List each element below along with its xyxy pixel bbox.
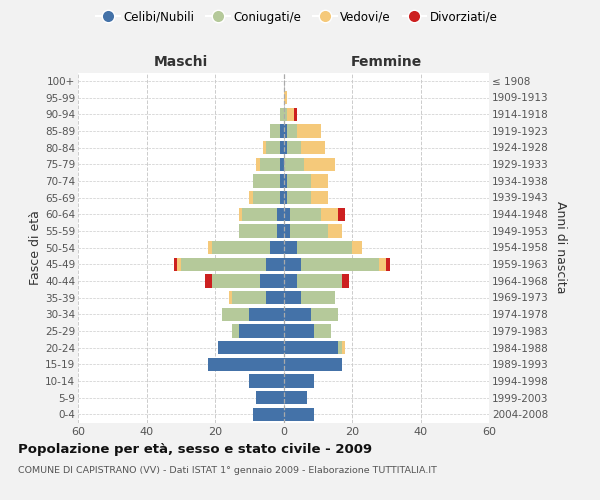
- Bar: [280, 191, 284, 204]
- Bar: [301, 291, 335, 304]
- Bar: [284, 291, 301, 304]
- Bar: [260, 158, 280, 171]
- Bar: [284, 141, 287, 154]
- Bar: [304, 158, 335, 171]
- Bar: [284, 174, 287, 188]
- Bar: [249, 191, 253, 204]
- Bar: [256, 391, 284, 404]
- Bar: [178, 258, 181, 271]
- Bar: [314, 324, 331, 338]
- Bar: [253, 174, 280, 188]
- Bar: [287, 191, 311, 204]
- Bar: [284, 308, 311, 321]
- Bar: [311, 191, 328, 204]
- Bar: [280, 124, 284, 138]
- Bar: [301, 258, 379, 271]
- Bar: [232, 291, 266, 304]
- Bar: [266, 258, 284, 271]
- Bar: [290, 208, 321, 221]
- Bar: [284, 274, 297, 287]
- Bar: [284, 91, 287, 104]
- Bar: [174, 258, 178, 271]
- Bar: [284, 391, 307, 404]
- Y-axis label: Anni di nascita: Anni di nascita: [554, 201, 567, 294]
- Bar: [284, 208, 290, 221]
- Text: COMUNE DI CAPISTRANO (VV) - Dati ISTAT 1° gennaio 2009 - Elaborazione TUTTITALIA: COMUNE DI CAPISTRANO (VV) - Dati ISTAT 1…: [18, 466, 437, 475]
- Bar: [266, 141, 280, 154]
- Bar: [284, 324, 314, 338]
- Bar: [280, 174, 284, 188]
- Bar: [297, 124, 321, 138]
- Bar: [386, 258, 389, 271]
- Bar: [284, 158, 304, 171]
- Bar: [239, 224, 277, 237]
- Bar: [311, 308, 338, 321]
- Y-axis label: Fasce di età: Fasce di età: [29, 210, 42, 285]
- Text: Femmine: Femmine: [350, 55, 422, 69]
- Bar: [212, 274, 260, 287]
- Bar: [301, 141, 325, 154]
- Bar: [249, 374, 284, 388]
- Bar: [218, 341, 284, 354]
- Text: Popolazione per età, sesso e stato civile - 2009: Popolazione per età, sesso e stato civil…: [18, 442, 372, 456]
- Legend: Celibi/Nubili, Coniugati/e, Vedovi/e, Divorziati/e: Celibi/Nubili, Coniugati/e, Vedovi/e, Di…: [92, 6, 502, 28]
- Bar: [284, 241, 297, 254]
- Bar: [277, 224, 284, 237]
- Bar: [352, 241, 362, 254]
- Text: Maschi: Maschi: [154, 55, 208, 69]
- Bar: [280, 141, 284, 154]
- Bar: [263, 141, 266, 154]
- Bar: [297, 241, 352, 254]
- Bar: [338, 341, 342, 354]
- Bar: [280, 158, 284, 171]
- Bar: [208, 358, 284, 371]
- Bar: [280, 108, 284, 121]
- Bar: [284, 408, 314, 421]
- Bar: [222, 308, 249, 321]
- Bar: [249, 308, 284, 321]
- Bar: [294, 108, 297, 121]
- Bar: [239, 324, 284, 338]
- Bar: [287, 124, 297, 138]
- Bar: [284, 124, 287, 138]
- Bar: [266, 291, 284, 304]
- Bar: [239, 208, 242, 221]
- Bar: [212, 241, 270, 254]
- Bar: [287, 174, 311, 188]
- Bar: [181, 258, 266, 271]
- Bar: [270, 241, 284, 254]
- Bar: [284, 341, 338, 354]
- Bar: [284, 358, 342, 371]
- Bar: [342, 341, 345, 354]
- Bar: [232, 324, 239, 338]
- Bar: [256, 158, 260, 171]
- Bar: [290, 224, 328, 237]
- Bar: [284, 224, 290, 237]
- Bar: [284, 108, 287, 121]
- Bar: [260, 274, 284, 287]
- Bar: [253, 408, 284, 421]
- Bar: [321, 208, 338, 221]
- Bar: [379, 258, 386, 271]
- Bar: [242, 208, 277, 221]
- Bar: [208, 241, 212, 254]
- Bar: [287, 108, 294, 121]
- Bar: [297, 274, 342, 287]
- Bar: [338, 208, 345, 221]
- Bar: [270, 124, 280, 138]
- Bar: [253, 191, 280, 204]
- Bar: [284, 191, 287, 204]
- Bar: [287, 141, 301, 154]
- Bar: [229, 291, 232, 304]
- Bar: [205, 274, 212, 287]
- Bar: [328, 224, 342, 237]
- Bar: [284, 258, 301, 271]
- Bar: [311, 174, 328, 188]
- Bar: [277, 208, 284, 221]
- Bar: [284, 374, 314, 388]
- Bar: [342, 274, 349, 287]
